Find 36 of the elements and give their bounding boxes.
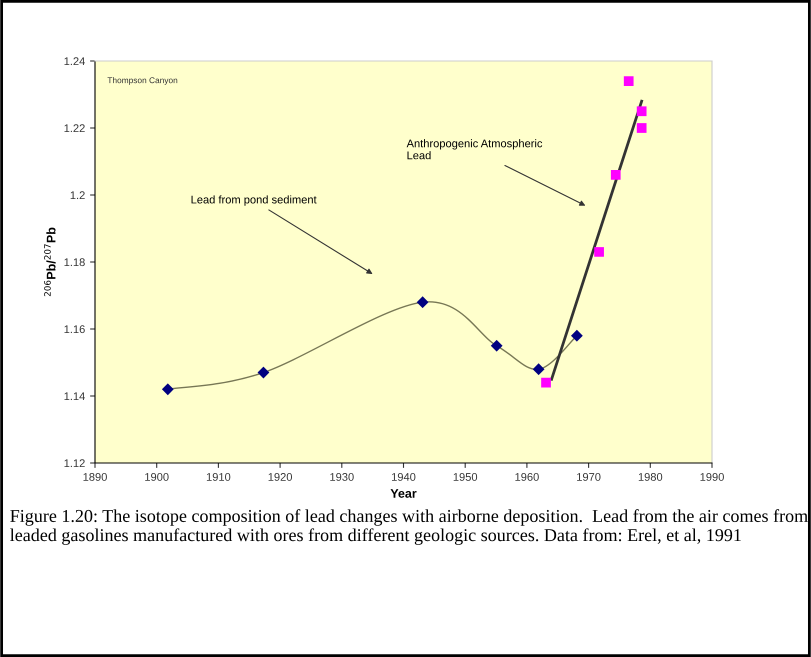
point	[636, 123, 647, 133]
x-tick-label: 1940	[392, 473, 416, 481]
point	[610, 170, 621, 180]
point	[541, 378, 551, 388]
x-tick-label: 1920	[268, 473, 292, 481]
y-tick-label: 1.16	[64, 325, 85, 334]
x-tick-label: 1990	[700, 473, 724, 481]
x-tick-label: 1890	[83, 473, 107, 481]
point	[594, 247, 604, 257]
annotation: Thompson Canyon	[108, 77, 178, 85]
x-tick-label: 1950	[454, 473, 478, 481]
point	[258, 366, 270, 378]
y-tick-label: 1.18	[64, 258, 85, 266]
y-tick-label: 1.24	[64, 57, 85, 66]
x-tick-label: 1930	[330, 473, 354, 481]
point	[491, 340, 502, 352]
point	[636, 106, 647, 116]
x-tick-label: 1910	[206, 473, 230, 481]
y-tick-label: 1.12	[64, 459, 85, 468]
y-axis-title: $^{206}$Pb/$^{207}$Pb	[44, 228, 56, 296]
point	[162, 384, 174, 395]
y-tick-label: 1.14	[64, 392, 85, 400]
annotation: Lead from pond sediment	[192, 195, 317, 206]
x-tick-label: 1980	[638, 473, 662, 481]
annotation: Anthropogenic Atmospheric Lead	[406, 139, 542, 160]
x-tick-label: 1900	[145, 473, 169, 481]
caption: Figure 1.20: The isotope composition of lead changes with airborne deposition. Lead from the air comes from leaded gasolines manufactured with ores from different geologic sources. Data from: Erel, et al, 1991	[10, 509, 808, 545]
point	[417, 296, 428, 308]
x-tick-label: 1960	[515, 473, 539, 481]
point	[571, 330, 582, 342]
y-tick-label: 1.22	[64, 124, 85, 132]
point	[533, 364, 544, 375]
y-tick-label: 1.2	[70, 191, 85, 200]
x-tick-label: 1970	[577, 473, 601, 481]
x-axis-title: Year	[390, 489, 417, 498]
point	[624, 76, 634, 86]
